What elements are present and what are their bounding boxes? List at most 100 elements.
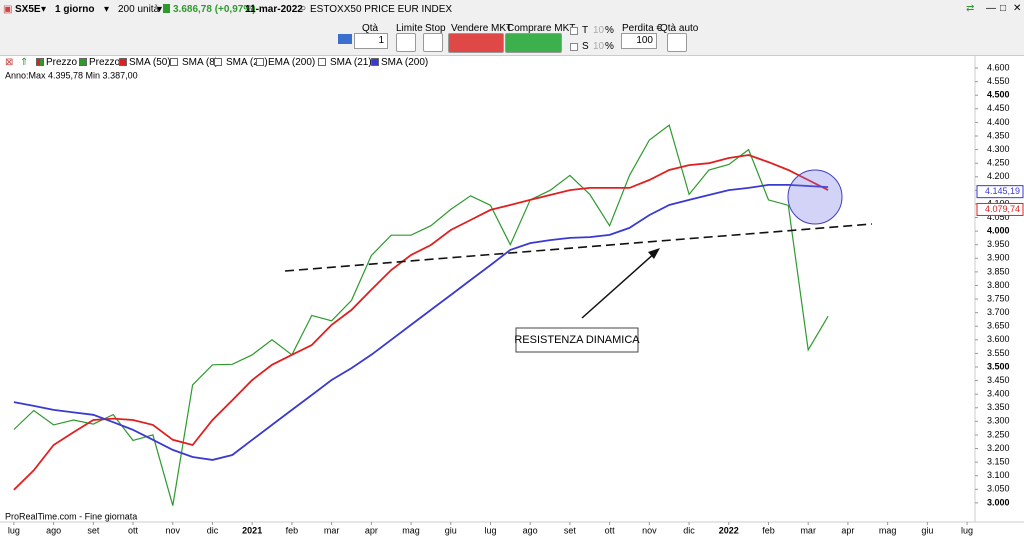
qty-label: Qtà (362, 23, 379, 34)
sync-icon[interactable]: ⇄ (966, 3, 975, 14)
legend-label[interactable]: SMA (20) (226, 57, 268, 68)
y-tick-label: 4.600 (987, 62, 1010, 72)
x-tick-label: giu (921, 525, 933, 535)
y-tick-label: 3.700 (987, 307, 1010, 317)
limit-button[interactable] (396, 33, 416, 52)
period[interactable]: 1 giorno (55, 4, 95, 15)
y-tick-label: 3.550 (987, 348, 1010, 358)
highlight-circle (787, 169, 843, 225)
status-icon: ○ (300, 3, 307, 14)
swatch (36, 58, 44, 66)
y-tick-label: 3.100 (987, 470, 1010, 480)
minimize[interactable]: — (986, 3, 996, 14)
y-tick-label: 3.200 (987, 443, 1010, 453)
add-indicator[interactable]: ⇑ (20, 57, 29, 68)
legend-label[interactable]: Prezzo (89, 57, 121, 68)
stop-label: Stop (425, 23, 446, 34)
x-tick-label: lug (484, 525, 496, 535)
y-tick-label: 4.200 (987, 171, 1010, 181)
legend-label[interactable]: SMA (8) (182, 57, 219, 68)
keypad-icon[interactable] (338, 34, 352, 44)
x-tick-label: apr (365, 525, 378, 535)
y-tick-label: 3.600 (987, 334, 1010, 344)
t-checkbox[interactable] (570, 27, 578, 35)
price-tag (976, 185, 1024, 199)
price-tag (976, 202, 1024, 216)
y-tick-label: 4.300 (987, 144, 1010, 154)
stop-button[interactable] (423, 33, 443, 52)
trend-line (284, 223, 873, 272)
date: 11-mar-2022 (245, 4, 303, 15)
y-tick-label: 4.450 (987, 103, 1010, 113)
arrow-head (648, 248, 660, 259)
dropdown[interactable]: ▾ (41, 4, 47, 15)
legend-label[interactable]: EMA (200) (268, 57, 316, 68)
x-tick-label: feb (286, 525, 299, 535)
plot: 3.000 3.050 3.100 3.150 3.200 3.250 3.300 3.350… (8, 62, 1024, 535)
x-tick-label: mag (879, 525, 897, 535)
annotation: RESISTENZA DINAMICA (514, 334, 640, 346)
maximize[interactable]: □ (1000, 3, 1007, 14)
legend-swatch (371, 58, 379, 66)
y-tick-label: 4.550 (987, 76, 1010, 86)
loss-label: Perdita € (622, 23, 663, 34)
x-tick-label: dic (207, 525, 219, 535)
y-tick-label: 4.050 (987, 212, 1010, 222)
close-indicators[interactable]: ⊠ (5, 57, 14, 68)
swatch (170, 58, 178, 66)
y-tick-label: 3.150 (987, 456, 1010, 466)
legend-swatch (119, 58, 127, 66)
dropdown[interactable]: ▾ (157, 4, 163, 15)
legend-label[interactable]: SMA (21) (330, 57, 372, 68)
x-tick-label: 2022 (719, 525, 739, 535)
y-tick-label: 3.350 (987, 402, 1010, 412)
loss-input[interactable]: 100 (621, 33, 657, 49)
x-tick-label: apr (841, 525, 854, 535)
menu-icon[interactable]: ▣ (3, 4, 13, 15)
y-tick-label: 3.650 (987, 321, 1010, 331)
x-tick-label: 2021 (242, 525, 262, 535)
top-toolbar: ▣ SX5E ▾ 1 giorno ▾ 200 unità ▾ 3.686,78… (0, 0, 1024, 21)
sma-line (13, 154, 829, 491)
y-tick-label: 3.500 (987, 361, 1010, 371)
legend-label[interactable]: SMA (50) (129, 57, 171, 68)
y-tick-label: 3.750 (987, 293, 1010, 303)
price-tag-label: 4.145,19 (985, 186, 1020, 196)
y-tick-label: 3.800 (987, 280, 1010, 290)
x-tick-label: nov (642, 525, 657, 535)
sma-line (13, 184, 829, 461)
sell-button[interactable] (448, 33, 504, 53)
x-tick-label: ago (523, 525, 538, 535)
dropdown[interactable]: ▾ (104, 4, 110, 15)
x-tick-label: set (87, 525, 100, 535)
auto-qty-button[interactable] (667, 33, 687, 52)
y-tick-label: 3.850 (987, 266, 1010, 276)
y-tick-label: 4.000 (987, 225, 1010, 235)
t-label: T (582, 25, 589, 36)
year-range: Anno:Max 4.395,78 Min 3.387,00 (5, 70, 138, 80)
x-tick-label: nov (166, 525, 181, 535)
legend-swatch (79, 58, 87, 66)
x-tick-label: lug (961, 525, 973, 535)
buy-button[interactable] (505, 33, 562, 53)
s-label: S (582, 41, 589, 52)
x-tick-label: feb (762, 525, 775, 535)
x-tick-label: ago (46, 525, 61, 535)
legend-label[interactable]: Prezzo (46, 57, 78, 68)
s-value[interactable]: 10 (593, 41, 605, 52)
s-checkbox[interactable] (570, 43, 578, 51)
symbol[interactable]: SX5E (15, 4, 41, 15)
x-tick-label: mar (800, 525, 816, 535)
y-tick-label: 4.350 (987, 130, 1010, 140)
legend-label[interactable]: SMA (200) (381, 57, 429, 68)
last-price: 3.686,78 (+0,97%) (173, 4, 256, 15)
price-tag-label: 4.079,74 (985, 204, 1020, 214)
units[interactable]: 200 unità (118, 4, 160, 15)
up-icon (163, 4, 170, 13)
qty-input[interactable]: 1 (354, 33, 388, 49)
close[interactable]: ✕ (1013, 3, 1022, 14)
buy-label: Comprare MKT (507, 23, 576, 34)
arrow (581, 251, 657, 319)
t-value[interactable]: 10 (593, 25, 605, 36)
y-tick-label: 3.400 (987, 389, 1010, 399)
